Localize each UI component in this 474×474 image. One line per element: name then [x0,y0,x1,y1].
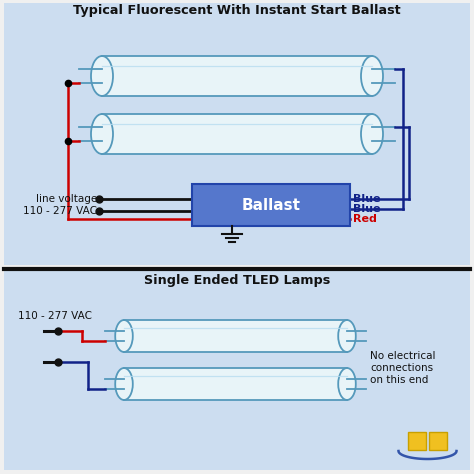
Text: Typical Fluorescent With Instant Start Ballast: Typical Fluorescent With Instant Start B… [73,4,401,17]
Text: Blue: Blue [353,194,381,204]
Ellipse shape [361,114,383,154]
Bar [4,3,470,265]
Bar [429,432,447,450]
Bar [4,267,470,470]
Bar [102,114,372,154]
Text: Single Ended TLED Lamps: Single Ended TLED Lamps [144,274,330,287]
Ellipse shape [115,320,133,352]
Text: Red: Red [353,214,377,224]
Ellipse shape [115,368,133,400]
Ellipse shape [91,56,113,96]
Bar [124,320,347,352]
Ellipse shape [338,368,356,400]
Ellipse shape [361,56,383,96]
Text: Blue: Blue [353,204,381,214]
Ellipse shape [91,114,113,154]
Bar [408,432,426,450]
Bar [102,56,372,96]
Text: line voltage
110 - 277 VAC: line voltage 110 - 277 VAC [23,194,97,216]
Ellipse shape [338,320,356,352]
Bar [124,368,347,400]
Text: 110 - 277 VAC: 110 - 277 VAC [18,311,92,321]
FancyBboxPatch shape [192,184,350,226]
Text: No electrical
connections
on this end: No electrical connections on this end [370,351,436,384]
Text: Ballast: Ballast [241,198,301,212]
